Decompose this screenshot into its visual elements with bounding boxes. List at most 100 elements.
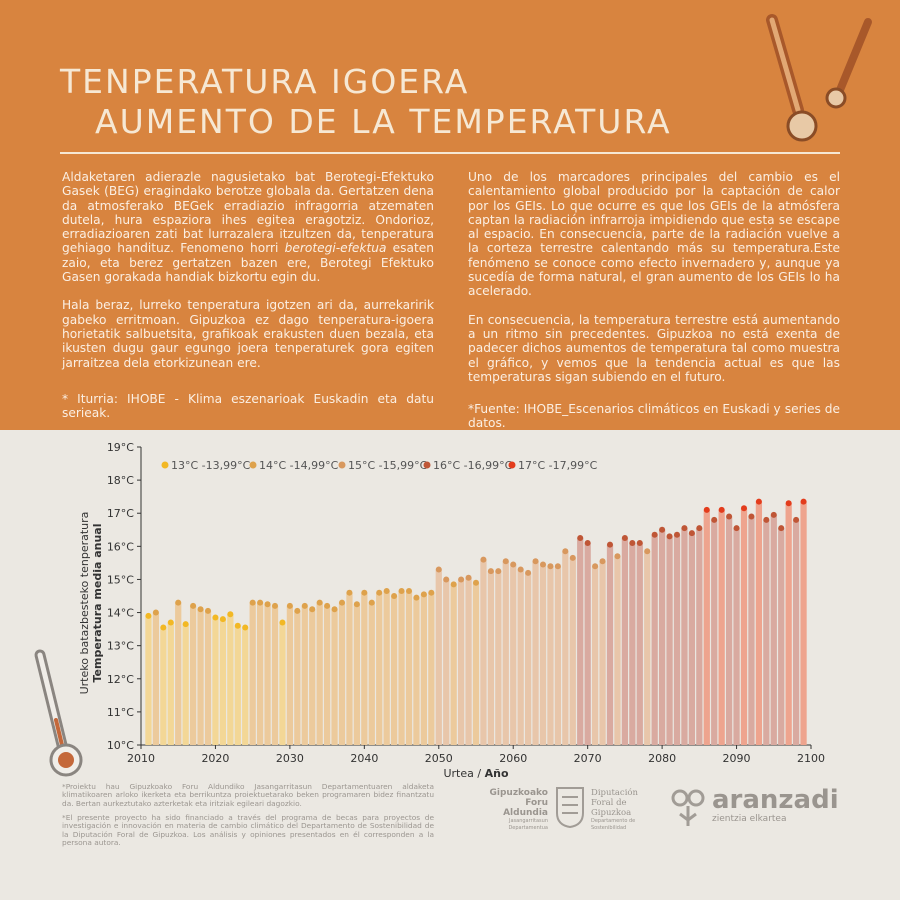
bar [636, 543, 643, 745]
paragraph: Hala beraz, lurreko tenperatura igotzen … [62, 298, 434, 370]
bar [681, 528, 688, 745]
bar-dot [741, 505, 747, 512]
legend-label: 15°C -15,99°C [348, 459, 428, 472]
bar-dot [152, 609, 159, 616]
header-panel: TENPERATURA IGOERA AUMENTO DE LA TEMPERA… [0, 0, 900, 430]
legend-label: 16°C -16,99°C [433, 459, 513, 472]
bar [420, 594, 428, 745]
bar-dot [532, 558, 539, 565]
bar [778, 528, 785, 745]
bar-dot [562, 548, 569, 555]
bar [294, 610, 301, 745]
bar-dot [160, 624, 167, 631]
bar-dot [368, 599, 375, 606]
bar-dot [197, 606, 204, 613]
x-tick-label: 2060 [499, 752, 527, 765]
bar [584, 543, 591, 745]
bar-dot [301, 602, 308, 609]
bar-dot [249, 599, 256, 606]
bar [234, 625, 241, 745]
x-axis-label: Urtea / Año [443, 767, 508, 780]
bar [554, 566, 562, 745]
logo3-name: aranzadi [712, 785, 839, 815]
bar [524, 572, 532, 745]
bar-dot [458, 576, 465, 583]
bar-dot [443, 576, 450, 583]
y-axis-label: Temperatura media anual [91, 523, 104, 682]
bar [353, 604, 361, 745]
bar [256, 602, 264, 745]
bar [435, 569, 442, 745]
bar-dot [502, 558, 509, 565]
bar [472, 582, 480, 745]
y-tick-label: 11°C [107, 706, 134, 719]
logo1-name: Gipuzkoako Foru Aldundia [489, 788, 549, 818]
bar-dot [554, 563, 561, 570]
bar [651, 534, 658, 745]
footnote-eu: *Proiektu hau Gipuzkoako Foru Aldundiko … [62, 782, 434, 808]
bar [487, 571, 495, 745]
bar [666, 536, 673, 745]
bar-dot [584, 540, 591, 547]
bar [703, 509, 710, 745]
bar [323, 605, 331, 745]
bar [152, 612, 160, 745]
bar [390, 596, 398, 745]
bar-dot [279, 619, 286, 626]
bar [249, 602, 256, 745]
bar-dot [778, 525, 785, 532]
bar [658, 529, 666, 745]
bar [443, 579, 450, 745]
bar-dot [517, 566, 524, 573]
bar-dot [205, 607, 211, 614]
bar-dot [770, 511, 777, 518]
bar [718, 509, 725, 745]
y-tick-label: 19°C [107, 441, 134, 454]
logo1-text: Gipuzkoako Foru Aldundia Jasangarritasun… [478, 788, 549, 832]
x-axis-label-es: Año [485, 767, 509, 780]
bar [212, 617, 219, 745]
bar [792, 519, 800, 745]
bar-dot [621, 535, 628, 542]
bar-dot [659, 526, 666, 533]
bar [316, 602, 323, 745]
bar-dot [666, 533, 673, 540]
bar [376, 592, 383, 745]
bar [465, 577, 472, 745]
bar-dot [257, 599, 264, 606]
bar [748, 516, 755, 745]
bar-dot [324, 602, 331, 609]
bar-dot [219, 616, 226, 623]
bar [398, 591, 405, 745]
y-tick-label: 13°C [107, 640, 134, 653]
bar-dot [391, 593, 398, 599]
y-tick-label: 14°C [107, 607, 134, 620]
bar [428, 592, 435, 745]
thermometer-icon [34, 649, 83, 777]
bar-dot [696, 525, 703, 532]
bar-dot [413, 594, 420, 601]
bar [286, 605, 294, 745]
paragraph: En consecuencia, la temperatura terrestr… [468, 312, 840, 384]
bar [271, 605, 279, 745]
logo2-text: Diputación Foral de Gipuzkoa Departament… [591, 788, 661, 832]
y-tick-label: 15°C [107, 573, 134, 586]
y-tick-label: 17°C [107, 507, 134, 520]
title-line2: AUMENTO DE LA TEMPERATURA [95, 102, 672, 141]
bar [517, 569, 524, 745]
bar-dot [212, 614, 219, 621]
legend-marker [338, 461, 346, 469]
logo2-name: Diputación Foral de Gipuzkoa [591, 788, 639, 818]
bar-dot [309, 606, 316, 613]
bar-dot [473, 579, 479, 586]
text-italic: berotegi-efektua [284, 241, 387, 256]
bar [562, 551, 569, 745]
chart: Urteko batazbesteko tenperatura Temperat… [34, 441, 825, 780]
legend-label: 14°C -14,99°C [259, 459, 339, 472]
bar-dot [755, 498, 762, 505]
bar-dot [465, 574, 472, 581]
bar-dot [242, 624, 249, 631]
bar [763, 519, 770, 745]
legend-label: 17°C -17,99°C [518, 459, 598, 472]
bar [495, 571, 502, 745]
